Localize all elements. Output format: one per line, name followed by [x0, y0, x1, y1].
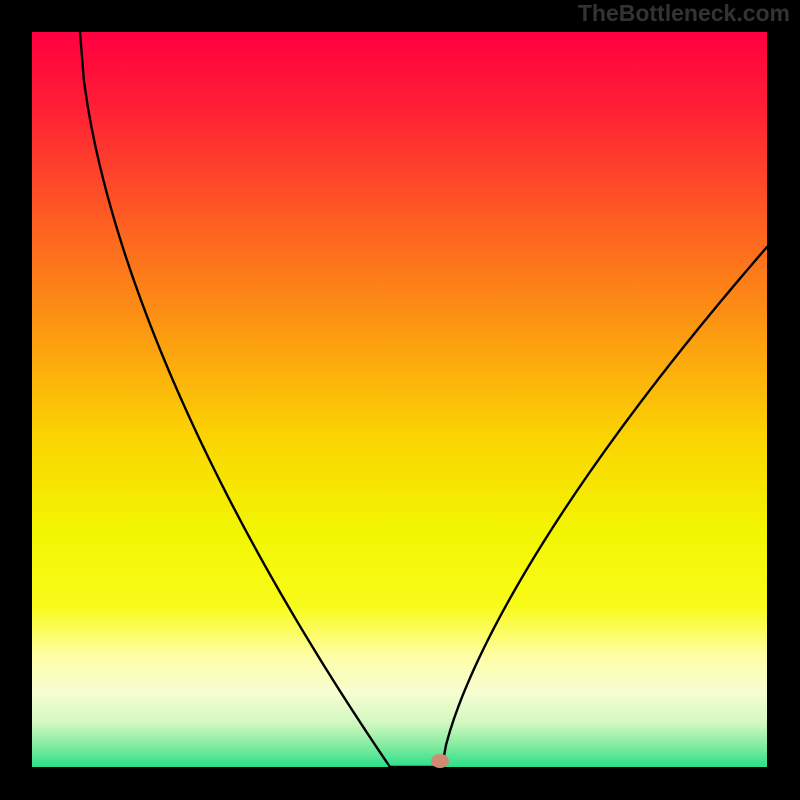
- optimum-marker: [431, 754, 449, 768]
- watermark-text: TheBottleneck.com: [578, 0, 790, 27]
- plot-area: [32, 32, 767, 767]
- chart-container: TheBottleneck.com: [0, 0, 800, 800]
- bottleneck-curve: [32, 32, 767, 767]
